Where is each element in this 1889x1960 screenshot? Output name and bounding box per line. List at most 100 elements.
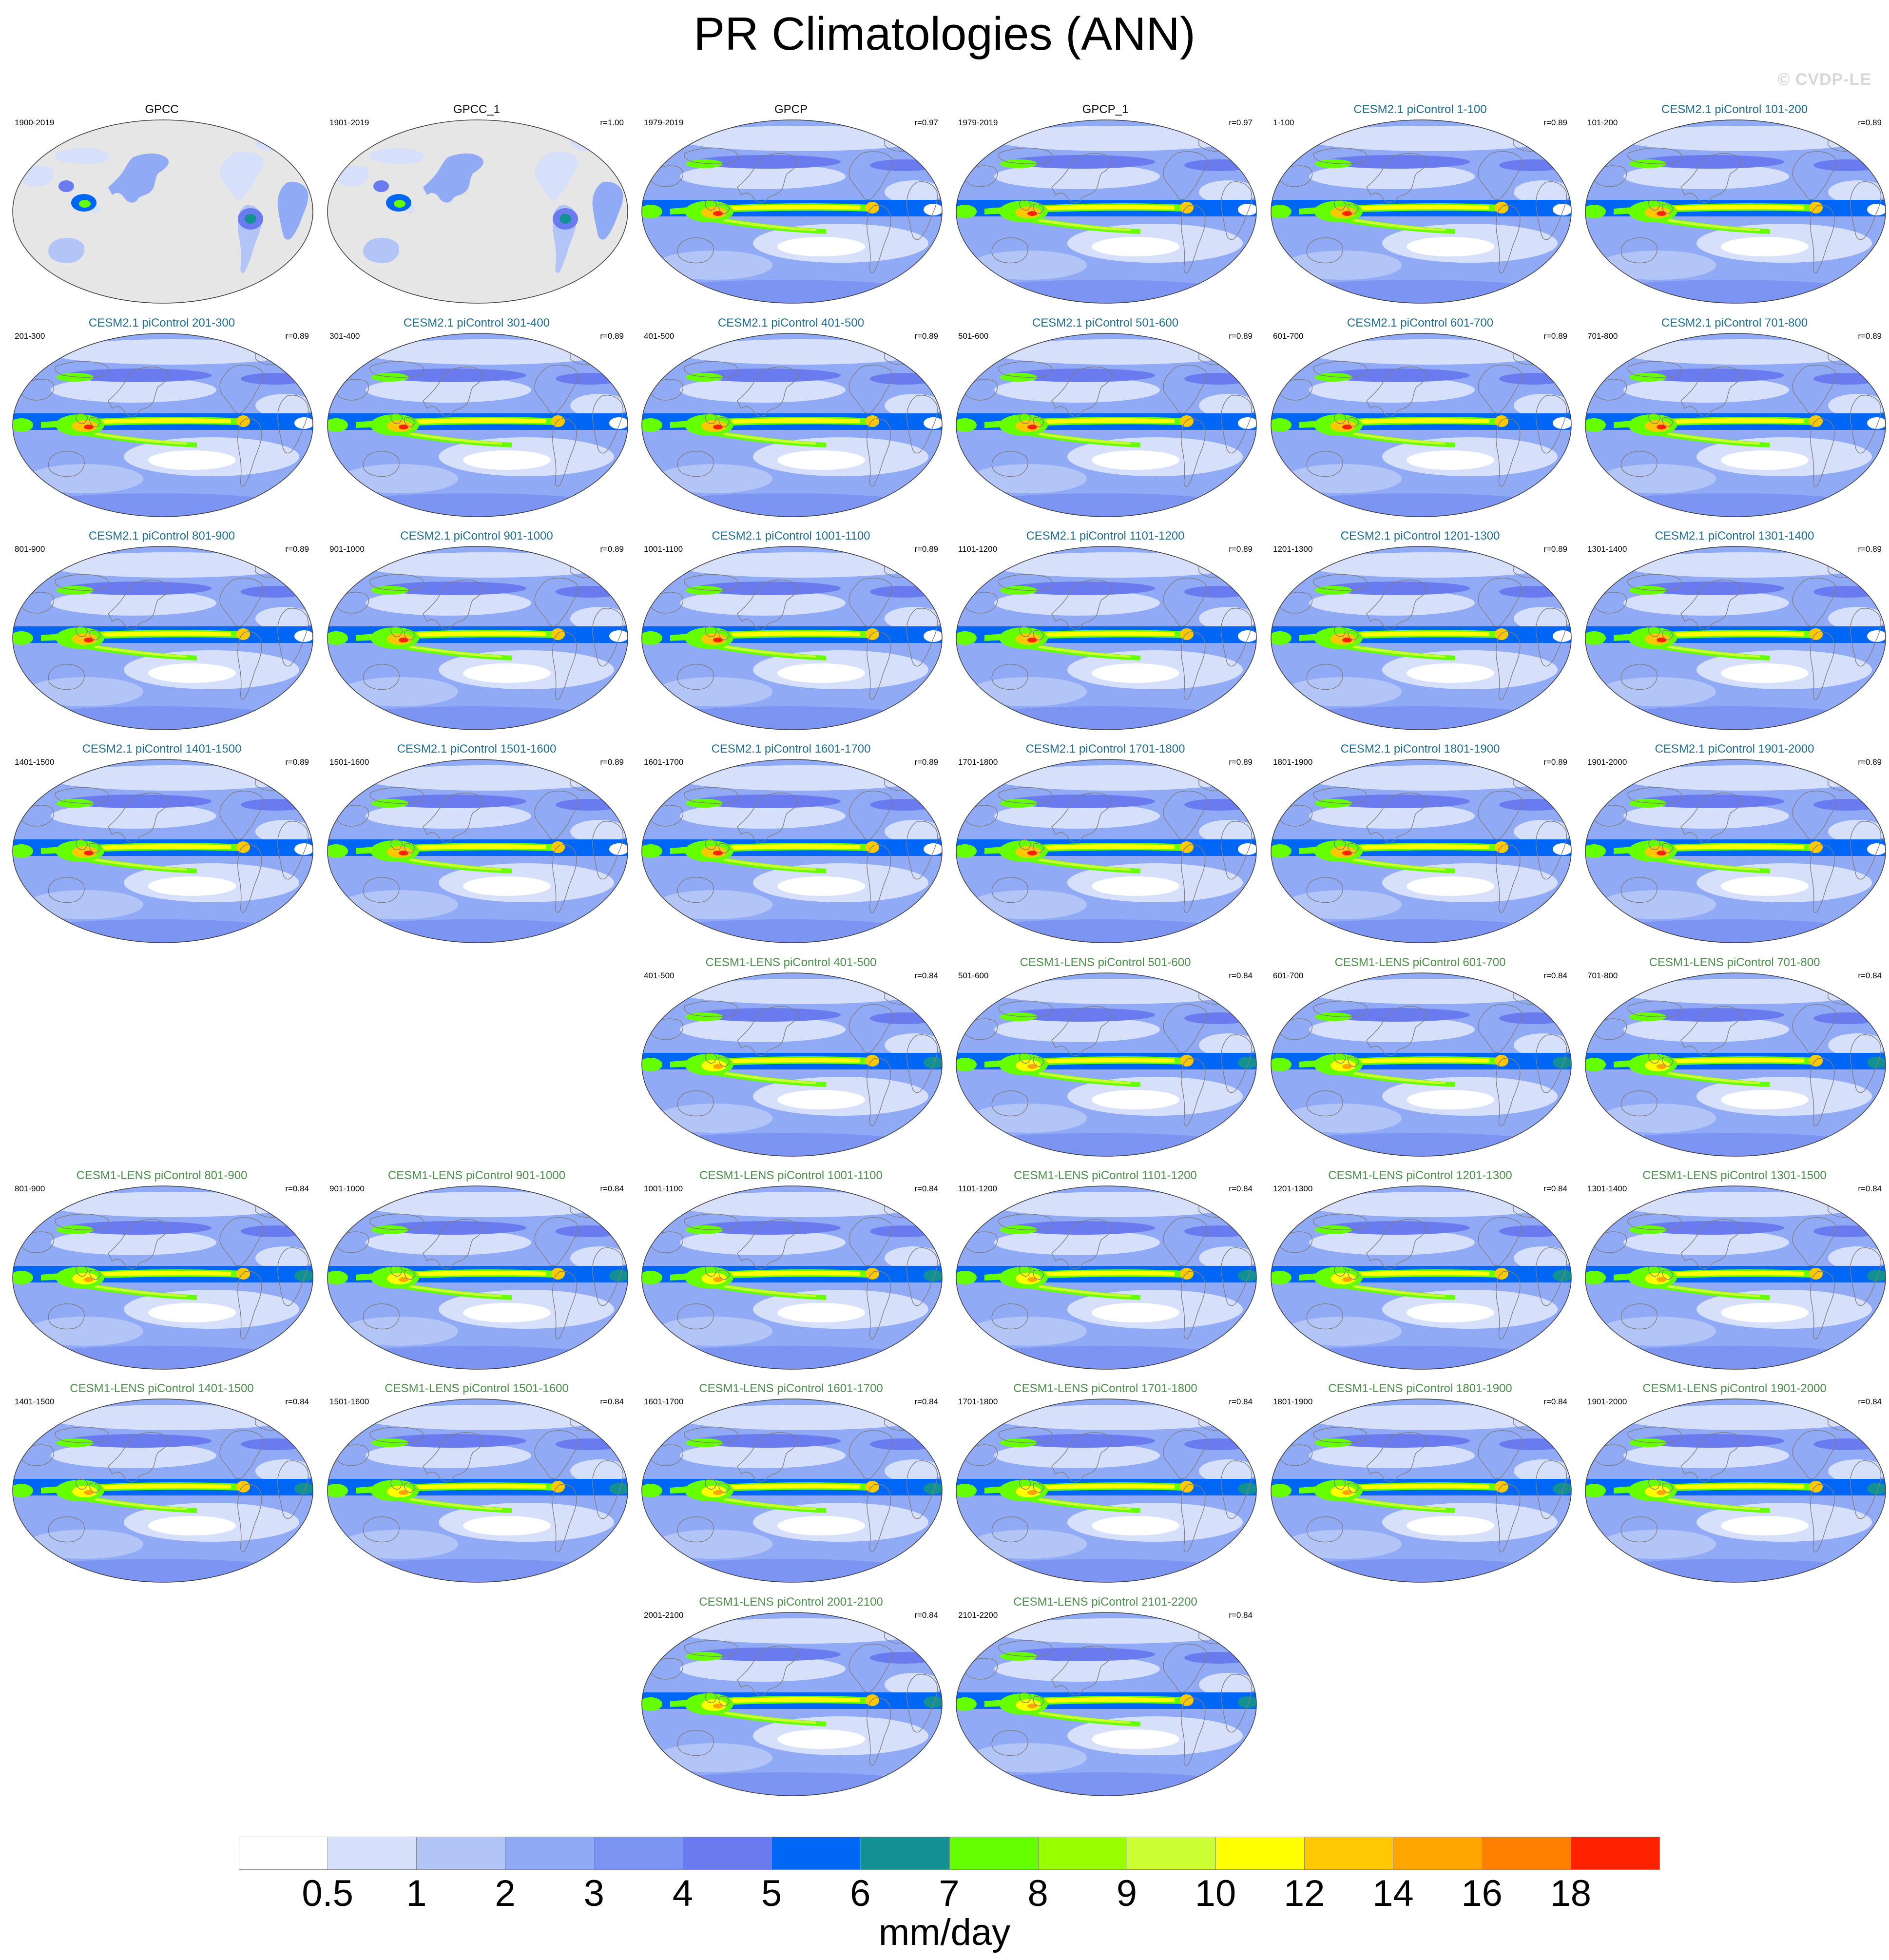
precipitation-map xyxy=(1585,1185,1886,1370)
precipitation-map xyxy=(12,1185,313,1370)
precipitation-map xyxy=(641,119,943,304)
precipitation-map xyxy=(956,1185,1257,1370)
panel-years: 2001-2100 xyxy=(644,1611,684,1620)
colorbar-swatch xyxy=(1482,1837,1571,1870)
colorbar-tick-label: 8 xyxy=(1027,1873,1048,1914)
map-panel: CESM2.1 piControl 1601-1700 1601-1700 r=0.… xyxy=(635,742,947,947)
panel-pattern-correlation: r=0.84 xyxy=(600,1184,624,1193)
colorbar-units: mm/day xyxy=(878,1912,1011,1953)
panel-pattern-correlation: r=0.84 xyxy=(1543,1397,1567,1406)
panel-title: CESM1-LENS piControl 1701-1800 xyxy=(1013,1382,1197,1395)
colorbar-swatch xyxy=(771,1837,861,1870)
panel-years: 401-500 xyxy=(644,331,675,341)
colorbar-tick-label: 3 xyxy=(583,1873,604,1914)
panel-years: 1001-1100 xyxy=(644,544,683,554)
map-panel: GPCC_1 1901-2019 r=1.00 xyxy=(321,102,633,307)
precipitation-map xyxy=(327,759,628,943)
precipitation-map xyxy=(641,1398,943,1583)
precipitation-map xyxy=(1585,333,1886,517)
colorbar-tick-label: 6 xyxy=(850,1873,871,1914)
panel-years: 1601-1700 xyxy=(644,1397,684,1406)
map-panel: CESM1-LENS piControl 1601-1700 1601-1700 r… xyxy=(635,1381,947,1586)
panel-years: 1900-2019 xyxy=(15,118,55,127)
panel-years: 601-700 xyxy=(1273,331,1304,341)
panel-title: CESM1-LENS piControl 1601-1700 xyxy=(699,1382,883,1395)
map-panel: CESM2.1 piControl 1-100 1-100 r=0.89 xyxy=(1264,102,1576,307)
colorbar-swatch xyxy=(949,1837,1039,1870)
colorbar-swatch xyxy=(1304,1837,1394,1870)
colorbar-swatch xyxy=(239,1837,328,1870)
panel-title: CESM1-LENS piControl 1901-2000 xyxy=(1642,1382,1827,1395)
precipitation-map xyxy=(1585,546,1886,730)
precipitation-map xyxy=(12,546,313,730)
colorbar-tick-label: 10 xyxy=(1195,1873,1236,1914)
panel-title: CESM2.1 piControl 1301-1400 xyxy=(1655,529,1814,543)
precipitation-map xyxy=(327,546,628,730)
precipitation-map xyxy=(956,1398,1257,1583)
panel-title: CESM1-LENS piControl 1501-1600 xyxy=(385,1382,569,1395)
colorbar-swatch xyxy=(1215,1837,1305,1870)
precipitation-map xyxy=(327,119,628,304)
precipitation-map xyxy=(641,759,943,943)
panel-pattern-correlation: r=0.89 xyxy=(914,331,938,341)
panel-title: CESM1-LENS piControl 1801-1900 xyxy=(1328,1382,1512,1395)
precipitation-map xyxy=(12,759,313,943)
panel-title: CESM2.1 piControl 801-900 xyxy=(88,529,235,543)
panel-title: CESM2.1 piControl 501-600 xyxy=(1032,316,1179,330)
precipitation-map xyxy=(641,546,943,730)
panel-title: CESM2.1 piControl 1701-1800 xyxy=(1025,742,1185,756)
colorbar-tick-label: 9 xyxy=(1116,1873,1137,1914)
panel-pattern-correlation: r=0.89 xyxy=(1543,118,1567,127)
panel-pattern-correlation: r=0.84 xyxy=(1229,1397,1253,1406)
panel-years: 1301-1400 xyxy=(1587,544,1627,554)
panel-title: CESM2.1 piControl 601-700 xyxy=(1347,316,1494,330)
panel-years: 1401-1500 xyxy=(15,757,55,767)
panel-years: 1201-1300 xyxy=(1273,1184,1313,1193)
map-panel: CESM2.1 piControl 901-1000 901-1000 r=0.89 xyxy=(321,529,633,734)
panel-pattern-correlation: r=0.84 xyxy=(914,1611,938,1620)
map-panel: CESM1-LENS piControl 901-1000 901-1000 r=0… xyxy=(321,1168,633,1373)
panel-pattern-correlation: r=0.89 xyxy=(1858,757,1882,767)
colorbar-tick-label: 1 xyxy=(406,1873,427,1914)
panel-title: CESM1-LENS piControl 501-600 xyxy=(1020,956,1191,969)
colorbar-tick-label: 2 xyxy=(495,1873,516,1914)
panel-years: 1979-2019 xyxy=(644,118,684,127)
colorbar-swatch xyxy=(1038,1837,1127,1870)
map-panel: GPCC 1900-2019 xyxy=(6,102,318,307)
panel-pattern-correlation: r=0.89 xyxy=(1229,757,1253,767)
map-panel: CESM2.1 piControl 1401-1500 1401-1500 r=0.… xyxy=(6,742,318,947)
panel-pattern-correlation: r=0.89 xyxy=(1858,331,1882,341)
map-panel: CESM1-LENS piControl 1501-1600 1501-1600 r… xyxy=(321,1381,633,1586)
precipitation-map xyxy=(1271,333,1572,517)
panel-pattern-correlation: r=0.84 xyxy=(914,1184,938,1193)
panel-pattern-correlation: r=0.89 xyxy=(1543,757,1567,767)
map-panel: CESM2.1 piControl 1101-1200 1101-1200 r=0.… xyxy=(949,529,1261,734)
panel-years: 401-500 xyxy=(644,971,675,980)
precipitation-map xyxy=(12,119,313,304)
panel-years: 601-700 xyxy=(1273,971,1304,980)
panel-title: CESM2.1 piControl 101-200 xyxy=(1661,103,1808,116)
map-panel: CESM1-LENS piControl 401-500 401-500 r=0.8… xyxy=(635,955,947,1160)
colorbar-tick-label: 5 xyxy=(761,1873,782,1914)
colorbar-tick-label: 4 xyxy=(672,1873,694,1914)
panel-pattern-correlation: r=0.84 xyxy=(1543,1184,1567,1193)
map-panel: GPCP 1979-2019 r=0.97 xyxy=(635,102,947,307)
precipitation-map xyxy=(1585,119,1886,304)
panel-title: CESM1-LENS piControl 901-1000 xyxy=(387,1169,566,1182)
watermark: © CVDP-LE xyxy=(1777,70,1871,89)
map-panel: CESM2.1 piControl 1201-1300 1201-1300 r=0.… xyxy=(1264,529,1576,734)
panel-years: 501-600 xyxy=(958,331,989,341)
precipitation-map xyxy=(641,1612,943,1796)
precipitation-map xyxy=(1585,972,1886,1157)
precipitation-map xyxy=(12,333,313,517)
map-panel: CESM1-LENS piControl 1001-1100 1001-1100 r… xyxy=(635,1168,947,1373)
map-panel: CESM1-LENS piControl 1201-1300 1201-1300 r… xyxy=(1264,1168,1576,1373)
precipitation-map xyxy=(956,546,1257,730)
panel-years: 801-900 xyxy=(15,544,45,554)
panel-years: 901-1000 xyxy=(329,1184,365,1193)
panel-years: 1201-1300 xyxy=(1273,544,1313,554)
panel-years: 701-800 xyxy=(1587,971,1618,980)
colorbar-swatch xyxy=(594,1837,683,1870)
panel-title: GPCC xyxy=(145,103,179,116)
panel-years: 1601-1700 xyxy=(644,757,684,767)
